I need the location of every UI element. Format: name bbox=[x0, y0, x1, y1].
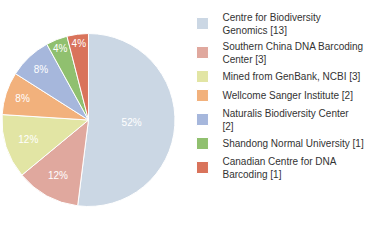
svg-text:8%: 8% bbox=[15, 93, 30, 104]
svg-text:Wellcome Sanger Institute [2]: Wellcome Sanger Institute [2] bbox=[222, 90, 353, 101]
svg-text:4%: 4% bbox=[53, 43, 68, 54]
svg-text:Mined from GenBank, NCBI [3]: Mined from GenBank, NCBI [3] bbox=[222, 71, 360, 82]
svg-text:4%: 4% bbox=[72, 38, 87, 49]
svg-text:12%: 12% bbox=[18, 134, 38, 145]
svg-text:Shandong Normal University [1]: Shandong Normal University [1] bbox=[222, 138, 363, 149]
svg-text:12%: 12% bbox=[48, 170, 68, 181]
svg-text:Southern China DNA BarcodingCe: Southern China DNA BarcodingCenter [3] bbox=[222, 41, 363, 65]
svg-text:Canadian Centre for DNABarcodi: Canadian Centre for DNABarcoding [1] bbox=[222, 156, 336, 180]
svg-text:Centre for BiodiversityGenomic: Centre for BiodiversityGenomics [13] bbox=[222, 12, 320, 36]
svg-text:8%: 8% bbox=[34, 64, 49, 75]
svg-text:Naturalis Biodiversity Center[: Naturalis Biodiversity Center[2] bbox=[222, 108, 349, 132]
svg-text:52%: 52% bbox=[122, 117, 142, 128]
